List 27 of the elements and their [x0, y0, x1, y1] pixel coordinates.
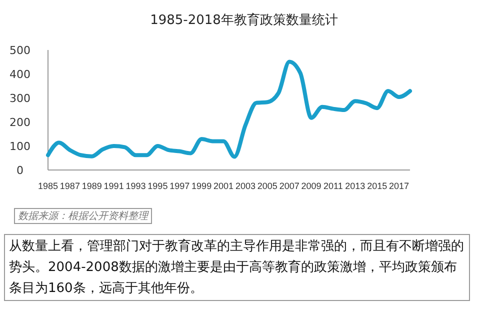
x-tick-label: 1999: [192, 181, 212, 191]
y-tick-label: 300: [10, 92, 30, 105]
x-tick-label: 2011: [324, 181, 343, 191]
chart-title: 1985-2018年教育政策数量统计: [150, 12, 338, 28]
x-tick-label: 1997: [170, 181, 190, 191]
y-tick-label: 400: [10, 68, 30, 81]
x-tick-label: 2013: [345, 181, 366, 191]
y-tick-label: 500: [10, 44, 30, 57]
x-tick-label: 2001: [214, 181, 234, 191]
text: 从数量上看，管理部门对于教育改革的主导作用是非常强的，而且有不断增强的势头。2004-2008数据的激增主要是由于高等教育的政策激增，平均政策颁布条目为160条，远高于其他年份。: [4, 234, 470, 301]
source-note: 数据来源：根据公开资料整理: [14, 208, 152, 224]
x-tick-label: 1987: [60, 181, 80, 191]
x-tick-label: 2005: [257, 181, 278, 191]
x-tick-label: 2009: [301, 181, 322, 191]
y-tick-label: 100: [10, 140, 30, 153]
x-tick-label: 1985: [38, 181, 58, 191]
x-tick-label: 2003: [235, 181, 256, 191]
x-tick-label: 2017: [389, 181, 410, 191]
y-tick-label: 200: [10, 116, 30, 129]
x-tick-label: 1995: [148, 181, 168, 191]
y-tick-label: 0: [16, 164, 24, 177]
x-tick-label: 1989: [82, 181, 102, 191]
x-tick-label: 1993: [126, 181, 146, 191]
x-tick-label: 1991: [104, 181, 124, 191]
x-tick-label: 2007: [279, 181, 300, 191]
x-tick-label: 2015: [367, 181, 388, 191]
line-series: [46, 60, 412, 159]
